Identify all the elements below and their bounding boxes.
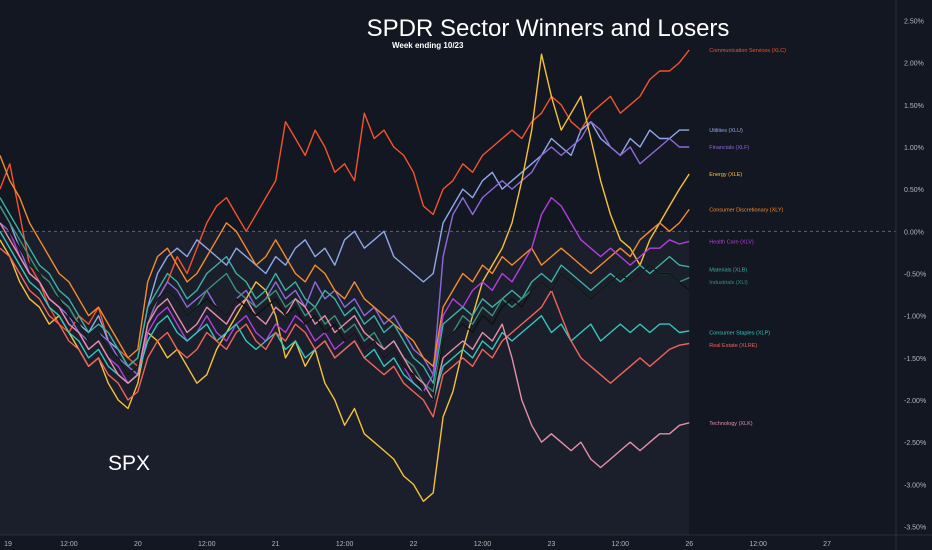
y-tick-label: -2.50% [904,440,926,447]
y-tick-label: -1.50% [904,356,926,363]
series-line-financials [0,120,690,376]
series-label-financials: Financials (XLF) [709,145,749,151]
series-line-technology [0,222,690,469]
x-tick-label: 26 [685,541,693,548]
x-tick-label: 12:00 [198,541,216,548]
y-axis: 2.50% 2.00% 1.50% 1.00% 0.50% 0.00% -0.50% -1.0… [895,0,926,550]
y-tick-label: 1.00% [904,145,924,152]
series-label-health-care: Health Care (XLV) [709,239,754,245]
x-tick-label: 20 [134,541,142,548]
x-tick-label: 21 [272,541,280,548]
x-axis: 19 12:00 20 12:00 21 12:00 22 12:00 23 12:00 26 12:… [0,534,932,548]
y-tick-label: -1.00% [904,314,926,321]
series-line-materials [0,197,690,384]
y-tick-label: 2.00% [904,61,924,68]
series-line-energy [0,53,690,502]
x-tick-label: 12:00 [60,541,78,548]
x-tick-label: 12:00 [336,541,354,548]
chart-subtitle: Week ending 10/23 [392,41,464,50]
selected-range-highlight [0,231,690,536]
series-label-communication-services: Communication Services (XLC) [709,48,786,54]
series-label-real-estate: Real Estate (XLRE) [709,343,757,349]
y-tick-label: 0.50% [904,187,924,194]
series-label-consumer-staples: Consumer Staples (XLP) [709,331,770,337]
series-line-real-estate [0,247,690,418]
series-line-utilities [0,120,690,367]
series-lines [0,49,690,502]
series-label-utilities: Utilities (XLU) [709,128,743,134]
series-label-technology: Technology (XLK) [709,421,753,427]
y-tick-label: -3.00% [904,482,926,489]
x-tick-label: 12:00 [749,541,767,548]
x-tick-label: 19 [4,541,12,548]
series-line-unlabeled [0,214,690,401]
y-tick-label: -3.50% [904,525,926,532]
x-tick-label: 23 [547,541,555,548]
x-tick-label: 22 [410,541,418,548]
series-label-consumer-discretionary: Consumer Discretionary (XLY) [709,207,783,213]
y-tick-label: 2.50% [904,18,924,25]
series-line-consumer-discretionary [0,155,690,367]
y-tick-label: 0.00% [904,229,924,236]
y-tick-label: -0.50% [904,272,926,279]
series-label-industrials: Industrials (XLI) [709,280,748,286]
x-tick-label: 12:00 [474,541,492,548]
y-tick-label: -2.00% [904,398,926,405]
y-tick-label: 1.50% [904,103,924,110]
series-label-materials: Materials (XLB) [709,267,747,273]
series-label-energy: Energy (XLE) [709,172,742,178]
chart-title: SPDR Sector Winners and Losers [367,15,730,42]
x-tick-label: 12:00 [612,541,630,548]
symbol-watermark: SPX [108,452,150,475]
x-tick-label: 27 [823,541,831,548]
series-labels: Communication Services (XLC) Utilities (X… [709,48,786,427]
